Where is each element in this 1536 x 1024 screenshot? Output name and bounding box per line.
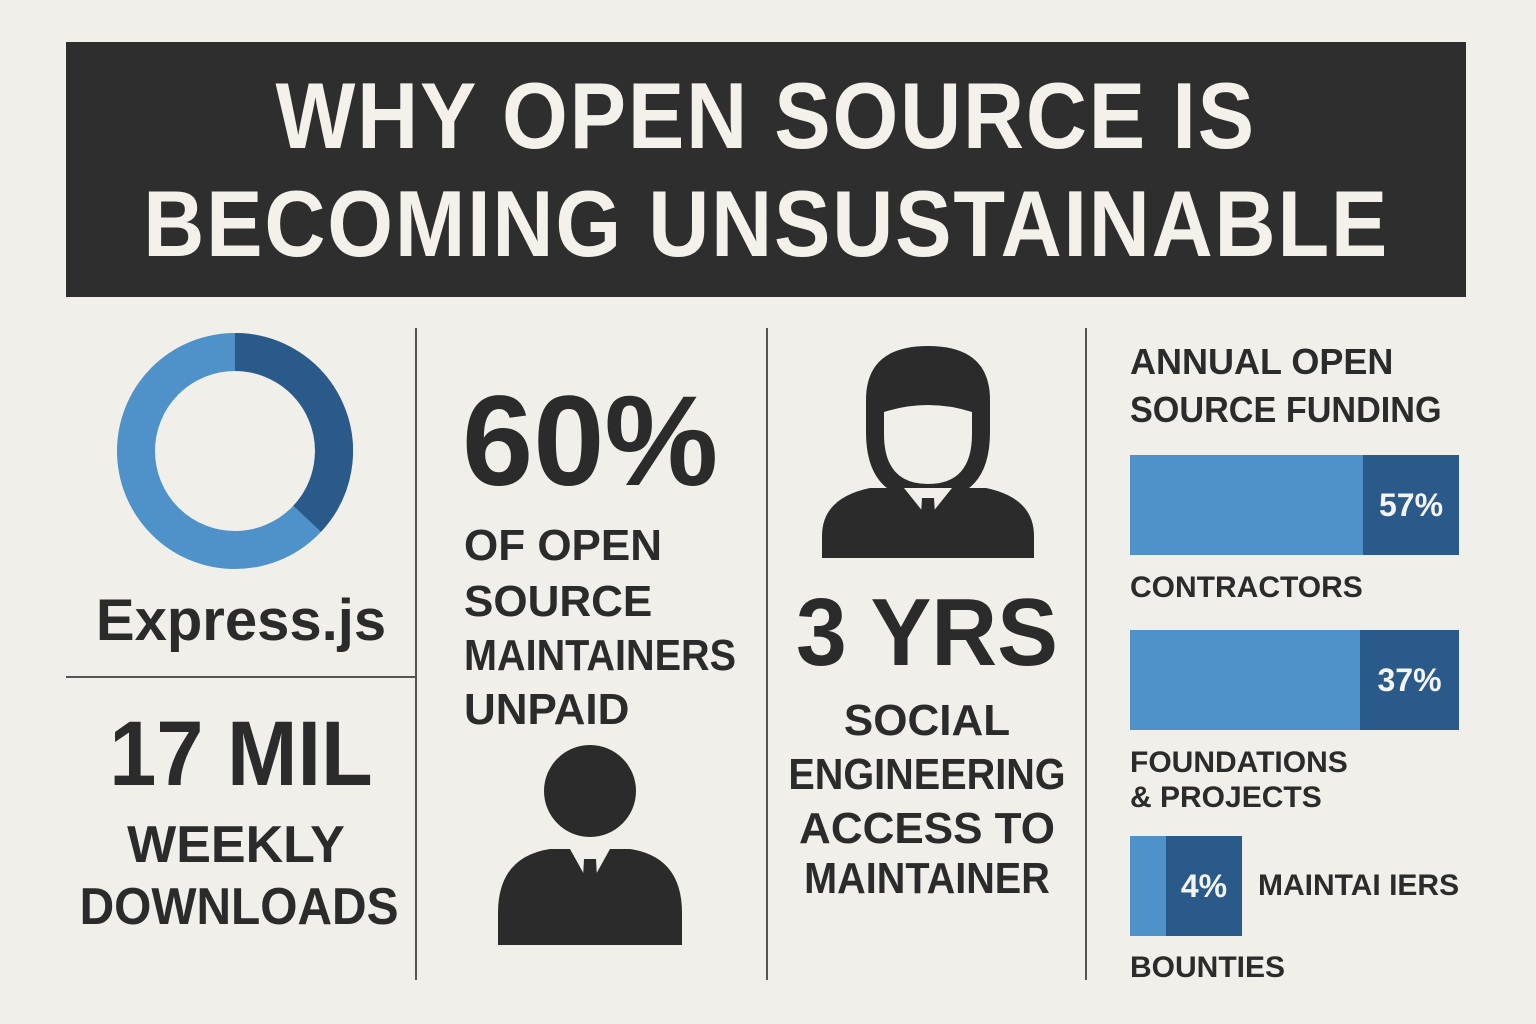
donut-chart-svg: [117, 333, 353, 569]
funding-bar-bounties: [1130, 836, 1168, 936]
funding-title-line-2: SOURCE FUNDING: [1130, 389, 1442, 430]
funding-label-contractors: CONTRACTORS: [1130, 571, 1363, 604]
column-divider-1: [415, 328, 417, 980]
unpaid-desc-line-2: SOURCE: [464, 577, 653, 626]
unpaid-desc-line-4: UNPAID: [464, 685, 630, 734]
donut-chart: [117, 333, 353, 569]
funding-bar-foundations-value: 37%: [1360, 630, 1459, 730]
access-desc-line-1: SOCIAL: [843, 696, 1011, 745]
donut-segment-dark: [234, 333, 353, 532]
downloads-stat-line-1: WEEKLY: [127, 816, 345, 874]
page-title-line-2: BECOMING UNSUSTAINABLE: [143, 170, 1389, 276]
column-divider-2: [766, 328, 768, 980]
title-banner: WHY OPEN SOURCE IS BECOMING UNSUSTAINABL…: [66, 42, 1466, 297]
access-desc-line-2: ENGINEERING: [788, 750, 1066, 799]
access-stat-value: 3 YRS: [796, 579, 1058, 686]
unpaid-desc-line-1: OF OPEN: [464, 521, 663, 570]
access-desc-line-3: ACCESS TO: [799, 804, 1055, 853]
person-icon: [818, 342, 1038, 558]
funding-bar-contractors-value: 57%: [1363, 455, 1459, 555]
downloads-stat-value: 17 MIL: [109, 703, 373, 805]
funding-label-bounties: BOUNTIES: [1130, 951, 1286, 984]
funding-title-line-1: ANNUAL OPEN: [1130, 341, 1394, 382]
funding-bar-foundations: [1130, 630, 1360, 730]
page-title-line-1: WHY OPEN SOURCE IS: [275, 62, 1257, 168]
unpaid-desc-line-3: MAINTAINERS: [464, 631, 737, 680]
person-icon: [490, 745, 690, 945]
access-desc-line-4: MAINTAINER: [804, 854, 1050, 903]
row-divider-col1: [66, 676, 416, 678]
funding-label-foundations-line-1: FOUNDATIONS: [1130, 746, 1348, 779]
downloads-stat-line-2: DOWNLOADS: [79, 878, 399, 936]
donut-label: Express.js: [95, 588, 387, 653]
funding-side-label-bounties: MAINTAI IERS: [1258, 869, 1460, 902]
unpaid-stat-value: 60%: [462, 370, 719, 513]
funding-bar-bounties-value: 4%: [1166, 836, 1242, 936]
column-divider-3: [1085, 328, 1087, 980]
funding-label-foundations-line-2: & PROJECTS: [1130, 781, 1322, 814]
funding-bar-contractors: [1130, 455, 1365, 555]
